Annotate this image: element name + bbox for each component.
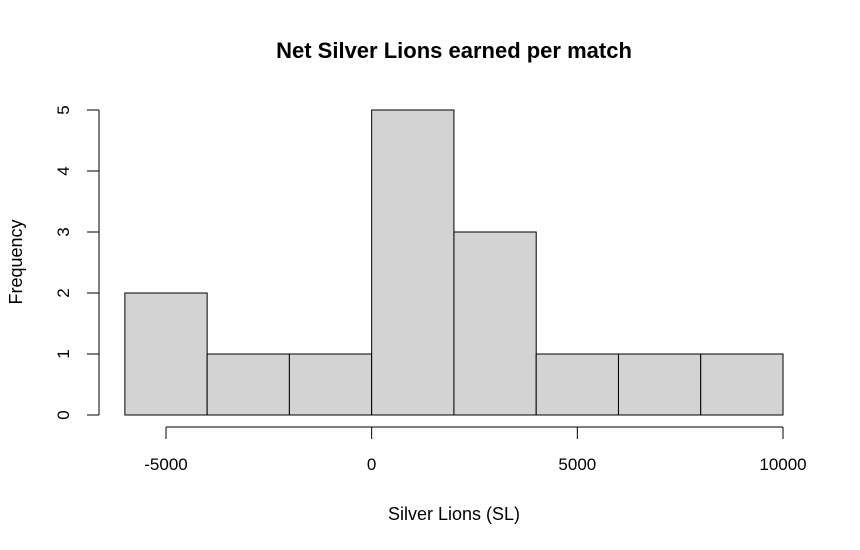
x-axis: -5000 0 5000 10000	[144, 426, 807, 474]
histogram-bar	[700, 353, 784, 416]
x-tick-label: 5000	[558, 455, 596, 474]
y-tick-label: 3	[54, 227, 73, 236]
y-axis-label: Frequency	[6, 219, 26, 304]
histogram-bar	[206, 353, 290, 416]
bars-group	[124, 109, 784, 416]
histogram-bar	[453, 231, 537, 416]
y-tick-label: 2	[54, 288, 73, 297]
x-tick-label: 0	[367, 455, 376, 474]
y-tick-label: 5	[54, 105, 73, 114]
y-tick-label: 0	[54, 410, 73, 419]
histogram-bar	[617, 353, 702, 416]
y-tick-label: 1	[54, 349, 73, 358]
histogram-bar	[288, 353, 373, 416]
histogram-bar	[371, 109, 455, 416]
x-tick-label: -5000	[144, 455, 187, 474]
histogram-bar	[535, 353, 619, 416]
y-axis: 0 1 2 3 4 5	[54, 105, 100, 420]
x-tick-label: 10000	[759, 455, 806, 474]
chart-title: Net Silver Lions earned per match	[276, 38, 632, 63]
histogram-bar	[124, 292, 208, 416]
x-axis-label: Silver Lions (SL)	[388, 504, 520, 524]
y-tick-label: 4	[54, 166, 73, 175]
